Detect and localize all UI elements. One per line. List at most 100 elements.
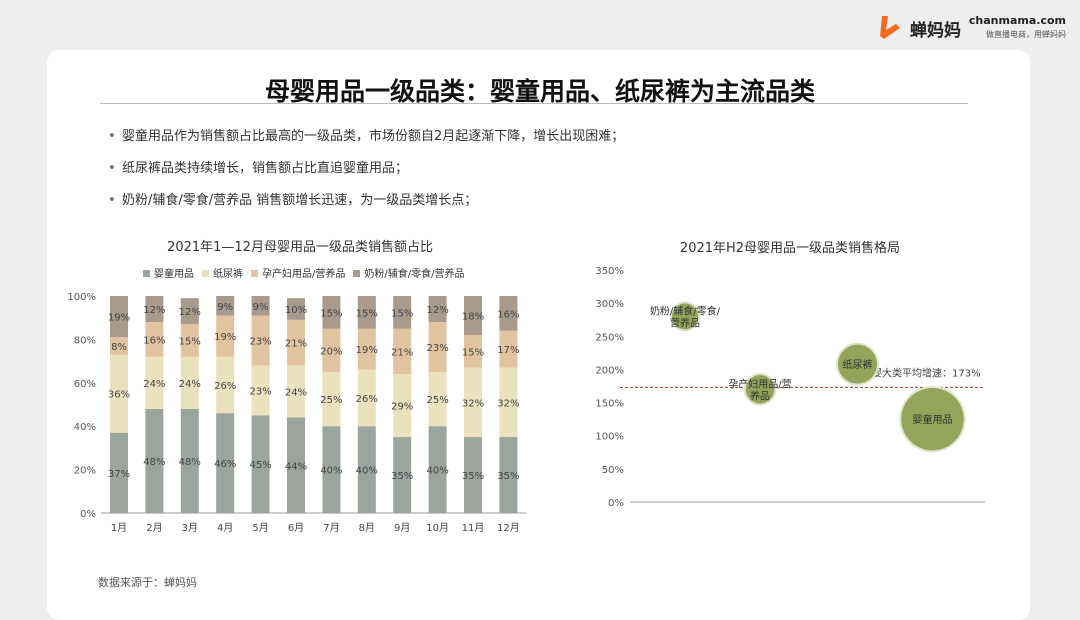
bar-data-label: 16% <box>497 309 519 320</box>
bar-segment <box>287 298 305 320</box>
bar-segment <box>251 315 270 366</box>
bar-data-label: 23% <box>426 343 448 354</box>
bubble <box>901 387 964 451</box>
bar-data-label: 15% <box>179 336 201 347</box>
y-tick-label: 100% <box>67 292 96 303</box>
brand-name: 蝉妈妈 <box>910 21 961 41</box>
y-tick-label: 20% <box>74 466 96 477</box>
bar-data-label: 12% <box>143 305 165 316</box>
bar-data-label: 19% <box>356 345 378 356</box>
bar-data-label: 35% <box>391 471 413 482</box>
bar-segment <box>180 324 199 357</box>
x-tick-label: 10月 <box>426 522 449 534</box>
legend-item: 婴童用品 <box>143 265 194 280</box>
y-tick-label: 0% <box>608 498 624 509</box>
y-tick-label: 50% <box>602 465 624 476</box>
bar-data-label: 20% <box>320 346 342 357</box>
bar-data-label: 21% <box>285 339 307 350</box>
bubble-chart-title: 2021年H2母婴用品一级品类销售格局 <box>679 241 901 256</box>
bullet-item: 奶粉/辅食/零食/营养品 销售额增长迅速，为一级品类增长点； <box>108 193 624 225</box>
legend-label: 纸尿裤 <box>213 269 243 280</box>
bar-chart-legend: 婴童用品 纸尿裤 孕产妇用品/营养品 奶粉/辅食/零食/营养品 <box>143 265 472 280</box>
bar-segment <box>110 354 128 433</box>
bar-segment <box>499 437 518 513</box>
bar-segment <box>251 415 270 513</box>
bar-data-label: 32% <box>497 398 519 409</box>
bar-segment <box>322 371 341 427</box>
bubble <box>838 344 877 384</box>
bar-segment <box>464 437 482 513</box>
y-tick-label: 150% <box>595 399 624 410</box>
bar-data-label: 40% <box>356 466 378 477</box>
bubble-label: 孕产妇用品/营 <box>728 377 791 390</box>
bubble-label: 奶粉/辅食/零食/ <box>650 304 721 317</box>
x-tick-label: 5月 <box>252 522 268 534</box>
bullet-item: 婴童用品作为销售额占比最高的一级品类，市场份额自2月起逐渐下降，增长出现困难； <box>108 129 624 161</box>
bar-segment <box>428 426 447 513</box>
bar-data-label: 23% <box>249 386 271 397</box>
bar-data-label: 25% <box>320 395 342 406</box>
bar-segment <box>499 367 518 438</box>
bar-data-label: 15% <box>391 308 413 319</box>
bar-segment <box>145 322 164 357</box>
bullet-item: 纸尿裤品类持续增长，销售额占比直追婴童用品； <box>108 161 624 193</box>
bar-segment <box>357 296 376 329</box>
bar-segment <box>357 369 376 427</box>
bar-data-label: 32% <box>462 398 484 409</box>
bar-segment <box>499 296 518 331</box>
bar-segment <box>322 328 341 372</box>
y-tick-label: 100% <box>595 432 624 443</box>
bar-segment <box>251 296 270 316</box>
chanmama-logo-icon <box>880 16 900 39</box>
bar-segment <box>216 356 235 414</box>
bar-data-label: 17% <box>497 345 519 356</box>
bar-data-label: 29% <box>391 402 413 413</box>
bar-data-label: 21% <box>391 347 413 358</box>
bar-data-label: 23% <box>249 336 271 347</box>
legend-label: 孕产妇用品/营养品 <box>262 269 346 280</box>
y-tick-label: 250% <box>595 332 624 343</box>
legend-swatch <box>353 269 361 277</box>
legend-swatch <box>251 269 258 277</box>
average-growth-label: 母婴大类平均增速：173% <box>862 366 981 379</box>
legend-label: 奶粉/辅食/零食/营养品 <box>364 269 465 280</box>
y-tick-label: 60% <box>74 379 96 390</box>
bar-segment <box>251 365 270 416</box>
bar-data-label: 48% <box>179 457 201 468</box>
bar-data-label: 16% <box>143 335 165 346</box>
bar-segment <box>145 296 164 323</box>
bar-segment <box>287 417 305 513</box>
bar-segment <box>145 356 164 409</box>
bar-data-label: 26% <box>356 394 378 405</box>
bar-data-label: 18% <box>462 312 484 323</box>
bar-data-label: 19% <box>108 313 130 324</box>
bar-data-label: 15% <box>320 308 342 319</box>
bar-data-label: 24% <box>143 379 165 390</box>
title-divider <box>100 103 968 104</box>
site-slogan: 做直播电商，用蝉妈妈 <box>986 30 1066 39</box>
y-tick-label: 80% <box>74 335 96 346</box>
bar-data-label: 24% <box>285 387 307 398</box>
bar-segment <box>499 330 518 368</box>
y-tick-label: 40% <box>74 422 96 433</box>
bar-data-label: 26% <box>214 381 236 392</box>
data-source-note: 数据来源于：蝉妈妈 <box>98 576 197 589</box>
x-tick-label: 8月 <box>359 522 375 534</box>
bar-data-label: 24% <box>179 379 201 390</box>
bar-data-label: 10% <box>285 305 307 316</box>
page-title: 母婴用品一级品类：婴童用品、纸尿裤为主流品类 <box>264 77 815 106</box>
bar-segment <box>428 322 447 372</box>
bubble-label: 纸尿裤 <box>843 358 873 371</box>
bar-data-label: 15% <box>462 347 484 358</box>
bar-data-label: 15% <box>356 308 378 319</box>
bar-data-label: 8% <box>111 342 127 353</box>
x-tick-label: 3月 <box>182 522 198 534</box>
legend-item: 纸尿裤 <box>202 265 243 280</box>
y-tick-label: 300% <box>595 299 624 310</box>
x-tick-label: 6月 <box>288 522 304 534</box>
bar-data-label: 44% <box>285 461 307 472</box>
bar-segment <box>322 426 341 513</box>
bar-segment <box>464 335 482 368</box>
bullet-list: 婴童用品作为销售额占比最高的一级品类，市场份额自2月起逐渐下降，增长出现困难； … <box>108 129 624 225</box>
